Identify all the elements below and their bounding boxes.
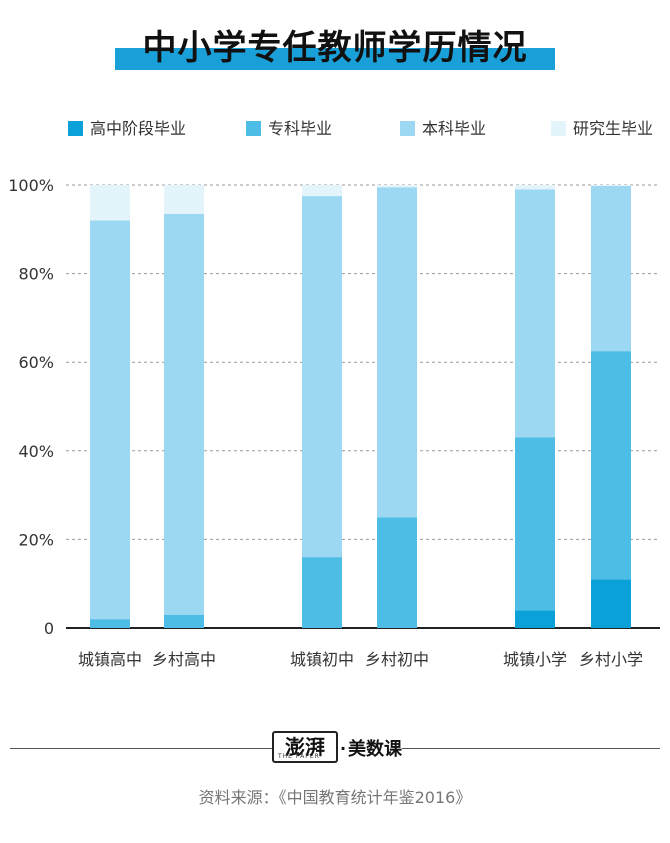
bar-segment — [591, 185, 631, 186]
bar-segment — [515, 610, 555, 628]
y-tick-label: 80% — [18, 265, 54, 284]
bar-segment — [515, 185, 555, 190]
y-tick-label: 20% — [18, 530, 54, 549]
x-tick-label: 城镇小学 — [503, 650, 567, 669]
x-tick-label: 乡村高中 — [152, 650, 216, 669]
footer-divider-right — [402, 748, 660, 749]
chart-title: 中小学专任教师学历情况 — [142, 28, 528, 68]
bar-segment — [90, 220, 130, 620]
x-tick-label: 城镇高中 — [78, 650, 142, 669]
brand-logo: 澎湃 THE PAPER · 美数课 — [272, 729, 402, 767]
legend-swatch — [68, 121, 83, 136]
chart-title-block: 中小学专任教师学历情况 — [0, 26, 670, 76]
bar-segment — [302, 557, 342, 628]
legend: 高中阶段毕业 专科毕业 本科毕业 研究生毕业 — [0, 118, 670, 140]
bar-segment — [591, 351, 631, 580]
legend-label: 本科毕业 — [422, 119, 487, 138]
bar-segment — [377, 187, 417, 518]
bar-segment — [90, 185, 130, 221]
brand-sub: THE PAPER — [278, 753, 320, 760]
bar-segment — [377, 517, 417, 628]
bar-segment — [164, 614, 204, 628]
legend-swatch — [551, 121, 566, 136]
bar-segment — [164, 213, 204, 615]
bar-segment — [515, 189, 555, 438]
title-highlight-bar — [115, 48, 555, 70]
bar-segment — [515, 437, 555, 611]
legend-label: 研究生毕业 — [573, 119, 654, 138]
y-tick-label: 60% — [18, 353, 54, 372]
x-tick-label: 乡村初中 — [365, 650, 429, 669]
brand-stamp: 澎湃 — [272, 731, 338, 763]
source-note: 资料来源：《中国教育统计年鉴2016》 — [198, 788, 472, 807]
bar-segment — [377, 185, 417, 188]
brand-dot: · — [340, 739, 347, 758]
x-tick-label: 城镇初中 — [290, 650, 354, 669]
legend-label: 高中阶段毕业 — [90, 119, 187, 138]
legend-swatch — [400, 121, 415, 136]
y-tick-label: 0 — [44, 619, 54, 638]
bar-segment — [591, 185, 631, 352]
x-tick-label: 乡村小学 — [579, 650, 643, 669]
footer-divider-left — [10, 748, 272, 749]
bar-segment — [302, 196, 342, 558]
legend-label: 专科毕业 — [268, 119, 333, 138]
brand-name: 美数课 — [348, 739, 402, 760]
y-tick-label: 100% — [8, 176, 54, 195]
bar-segment — [90, 619, 130, 628]
y-tick-label: 40% — [18, 442, 54, 461]
legend-swatch — [246, 121, 261, 136]
bar-segment — [302, 185, 342, 197]
stacked-bar-chart: 0 20% 40% 60% 80% 100% 城镇高中 乡村高中 城镇初中 乡村初中 城镇小学 乡村小… — [8, 176, 660, 669]
bar-segment — [164, 185, 204, 214]
bar-segment — [591, 579, 631, 628]
